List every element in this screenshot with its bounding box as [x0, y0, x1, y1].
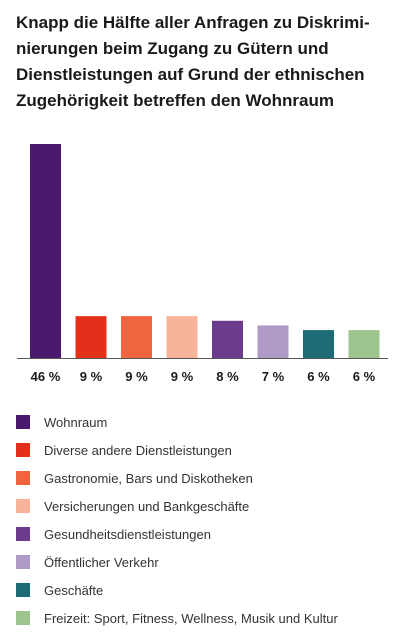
chart-title: Knapp die Hälfte aller Anfragen zu Diskr…: [16, 10, 392, 114]
legend-item: Versicherungen und Bankgeschäfte: [16, 492, 338, 520]
chart-title-line: Zugehörigkeit betreffen den Wohnraum: [16, 91, 334, 110]
legend-label: Versicherungen und Bankgeschäfte: [44, 498, 250, 514]
bar-8: [348, 330, 380, 358]
bar-value-label: 9 %: [171, 369, 194, 384]
legend-label: Geschäfte: [44, 582, 104, 598]
bar-2: [75, 316, 107, 358]
legend-label: Wohnraum: [44, 414, 108, 430]
bar-chart: 46 % 9 % 9 % 9 % 8 % 7 % 6 % 6 %: [17, 144, 388, 384]
bar-4: [166, 316, 198, 358]
legend-label: Öffentlicher Verkehr: [44, 554, 159, 570]
legend-swatch: [16, 471, 30, 485]
chart-title-line: Dienstleistungen auf Grund der ethnische…: [16, 65, 365, 84]
bar-3: [121, 316, 152, 358]
bar-1: [30, 144, 61, 358]
bar-value-label: 8 %: [216, 369, 239, 384]
bar-value-label: 9 %: [80, 369, 103, 384]
legend-swatch: [16, 611, 30, 625]
legend-swatch: [16, 499, 30, 513]
bar-value-label: 6 %: [307, 369, 330, 384]
bar-value-label: 6 %: [353, 369, 376, 384]
legend-label: Gastronomie, Bars und Diskotheken: [44, 470, 253, 486]
legend-swatch: [16, 527, 30, 541]
legend-item: Freizeit: Sport, Fitness, Wellness, Musi…: [16, 604, 338, 632]
legend-item: Gesundheitsdienstleistungen: [16, 520, 338, 548]
legend-item: Gastronomie, Bars und Diskotheken: [16, 464, 338, 492]
chart-title-line: Knapp die Hälfte aller Anfragen zu Diskr…: [16, 13, 370, 32]
bar-5: [212, 320, 243, 358]
bar-value-label: 9 %: [125, 369, 148, 384]
legend-item: Diverse andere Dienstleistungen: [16, 436, 338, 464]
chart-title-line: nierungen beim Zugang zu Gütern und: [16, 39, 329, 58]
bar-6: [257, 325, 289, 358]
bar-value-label: 7 %: [262, 369, 285, 384]
legend-item: Öffentlicher Verkehr: [16, 548, 338, 576]
legend-label: Freizeit: Sport, Fitness, Wellness, Musi…: [44, 610, 338, 626]
chart-legend: Wohnraum Diverse andere Dienstleistungen…: [16, 408, 338, 632]
legend-swatch: [16, 555, 30, 569]
bar-7: [303, 330, 334, 358]
legend-swatch: [16, 583, 30, 597]
legend-swatch: [16, 415, 30, 429]
legend-item: Wohnraum: [16, 408, 338, 436]
legend-item: Geschäfte: [16, 576, 338, 604]
legend-swatch: [16, 443, 30, 457]
legend-label: Gesundheitsdienstleistungen: [44, 526, 211, 542]
legend-label: Diverse andere Dienstleistungen: [44, 442, 232, 458]
bar-value-label: 46 %: [31, 369, 61, 384]
